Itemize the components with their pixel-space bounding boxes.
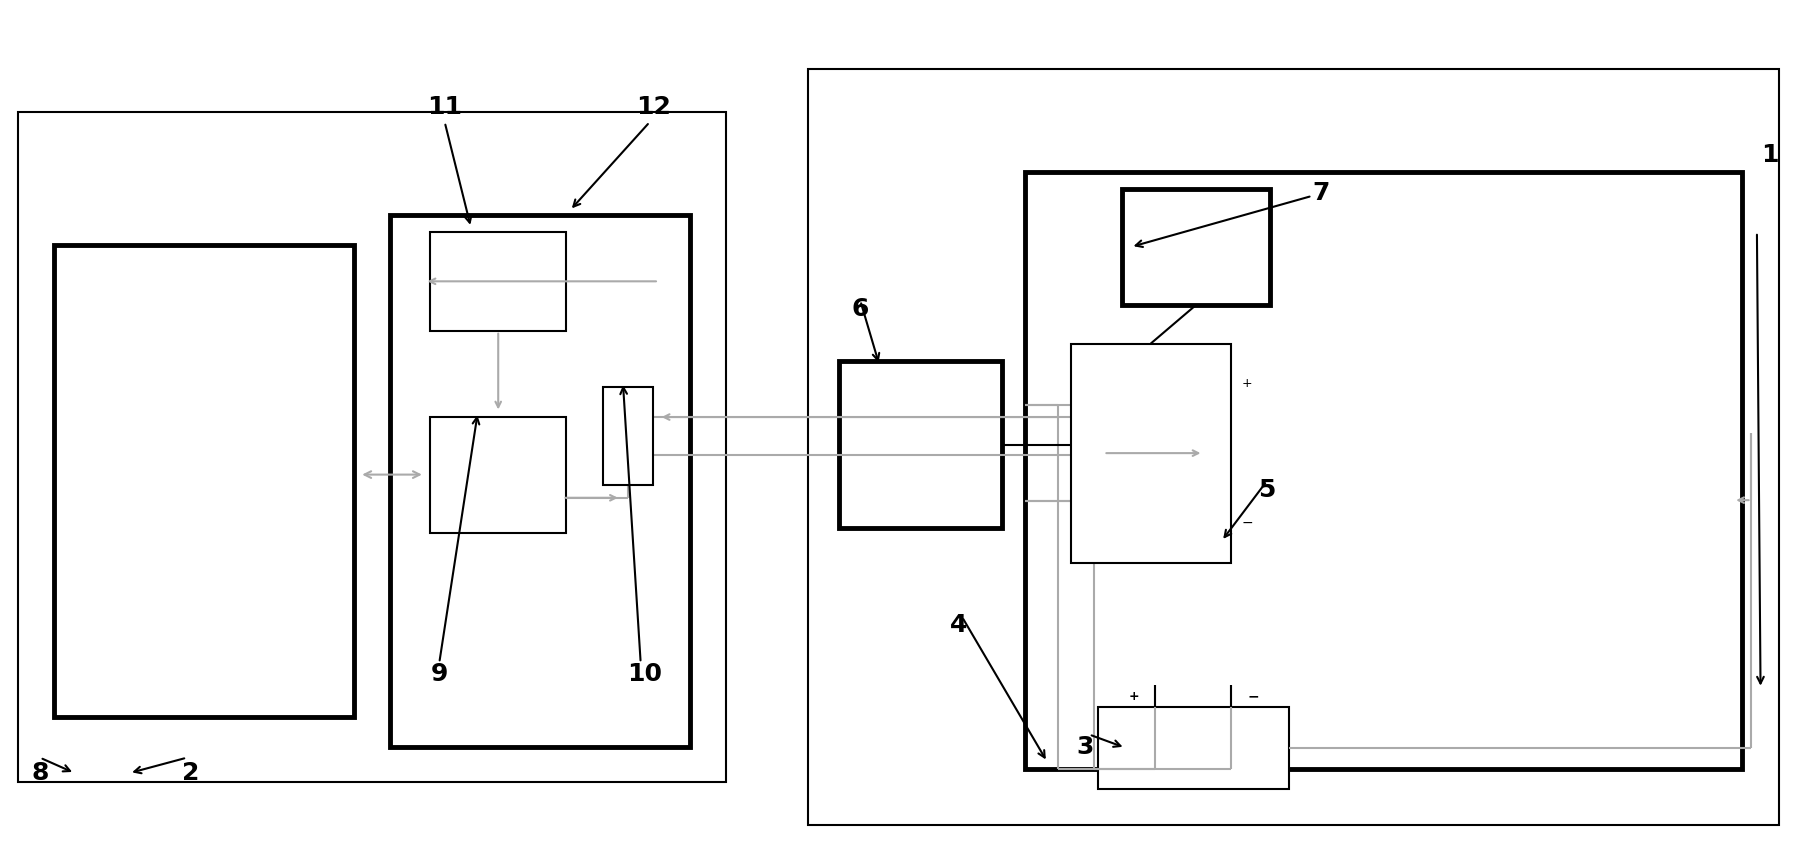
Text: 12: 12 — [635, 95, 671, 119]
Text: +: + — [1128, 690, 1137, 703]
FancyBboxPatch shape — [430, 417, 566, 533]
Text: 7: 7 — [1312, 181, 1330, 205]
Text: 9: 9 — [430, 662, 448, 686]
Text: 11: 11 — [426, 95, 463, 119]
FancyBboxPatch shape — [1121, 189, 1270, 305]
FancyBboxPatch shape — [807, 69, 1778, 825]
FancyBboxPatch shape — [54, 245, 354, 717]
Text: −: − — [1246, 689, 1259, 704]
FancyBboxPatch shape — [1097, 707, 1288, 789]
Text: 2: 2 — [181, 761, 200, 785]
Text: +: + — [1241, 376, 1252, 389]
Text: 5: 5 — [1257, 478, 1275, 502]
FancyBboxPatch shape — [430, 232, 566, 331]
Text: 1: 1 — [1760, 143, 1778, 167]
Text: 3: 3 — [1076, 735, 1094, 759]
FancyBboxPatch shape — [838, 361, 1001, 528]
FancyBboxPatch shape — [18, 112, 726, 782]
FancyBboxPatch shape — [1070, 344, 1230, 563]
Text: −: − — [1241, 516, 1252, 530]
FancyBboxPatch shape — [602, 387, 653, 485]
Text: 6: 6 — [851, 297, 869, 321]
FancyBboxPatch shape — [1025, 172, 1741, 769]
Text: 10: 10 — [626, 662, 662, 686]
FancyBboxPatch shape — [390, 215, 689, 747]
Text: 8: 8 — [31, 761, 49, 785]
Text: 4: 4 — [949, 613, 967, 637]
